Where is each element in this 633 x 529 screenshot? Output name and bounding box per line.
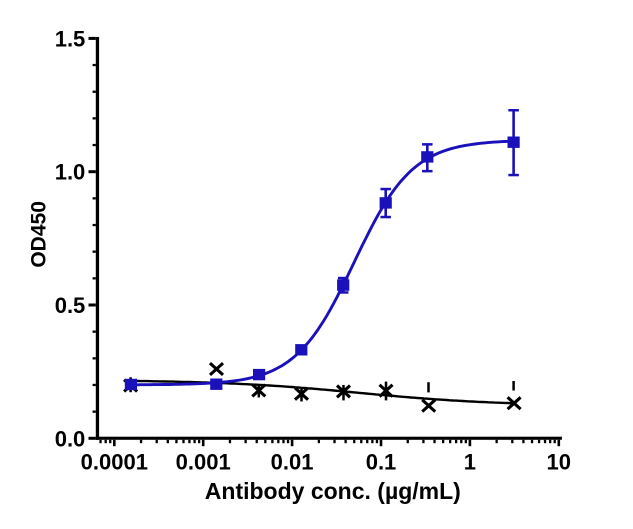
svg-text:Antibody conc. (µg/mL): Antibody conc. (µg/mL): [205, 478, 461, 504]
svg-text:0.1: 0.1: [366, 449, 397, 474]
svg-text:0.5: 0.5: [55, 293, 86, 318]
svg-text:0.0001: 0.0001: [81, 449, 148, 474]
svg-text:1.5: 1.5: [55, 26, 86, 51]
svg-text:OD450: OD450: [28, 201, 51, 268]
svg-text:0.01: 0.01: [271, 449, 314, 474]
svg-text:1: 1: [464, 449, 476, 474]
svg-text:0.001: 0.001: [176, 449, 231, 474]
svg-text:1.0: 1.0: [55, 160, 86, 185]
svg-text:10: 10: [547, 449, 571, 474]
svg-text:0.0: 0.0: [55, 426, 86, 451]
